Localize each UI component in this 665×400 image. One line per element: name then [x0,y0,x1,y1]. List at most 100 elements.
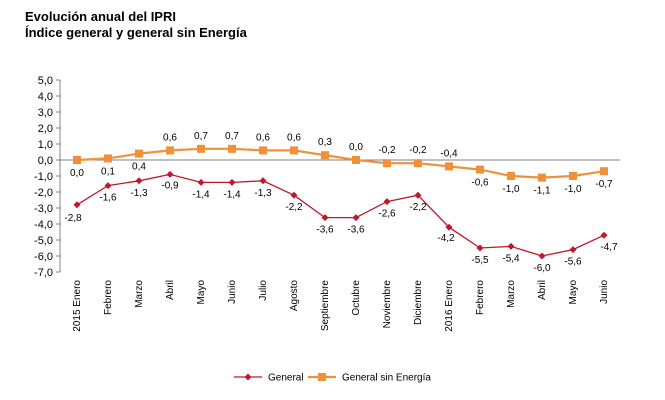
sin-data-label: -1,0 [564,184,582,195]
y-tick-label: -4,0 [34,219,53,231]
general-data-label: -3,6 [316,225,334,236]
general-point [197,178,205,186]
sin-data-label: 0,7 [194,131,208,142]
sin-series-line [76,147,605,179]
x-tick-label: Febrero [475,280,486,315]
general-data-label: -1,4 [192,189,210,200]
sin-point [445,162,453,171]
sin-point [259,146,267,155]
x-tick-label: Agosto [289,280,300,312]
sin-point [104,154,112,163]
general-point [507,242,515,250]
sin-point [569,172,577,180]
y-tick-label: 2,0 [38,123,53,135]
y-tick-label: -1,0 [34,171,53,183]
general-data-label: -4,2 [437,233,455,244]
y-tick-label: 3,0 [38,107,53,119]
sin-data-label: 0,7 [225,131,239,142]
sin-point [538,173,546,182]
general-point [414,191,422,199]
sin-point [135,149,143,158]
y-tick-label: 0,0 [38,155,53,167]
x-tick-label: Mayo [568,280,579,305]
sin-point [507,172,515,180]
general-data-label: -2,2 [285,202,303,213]
chart-subtitle: Índice general y general sin Energía [25,25,247,40]
sin-data-label: 0,6 [163,132,177,143]
general-series-line [76,173,605,257]
sin-point [352,156,360,164]
legend-sin-label: General sin Energía [342,373,431,384]
x-tick-label: Julio [258,280,269,301]
sin-data-label: -0,7 [595,179,613,190]
general-data-label: -5,4 [502,253,520,264]
x-tick-label: Marzo [134,280,145,308]
sin-point [228,144,236,153]
sin-point [197,144,205,153]
sin-data-label: 0,0 [70,168,84,179]
sin-data-label: 0,6 [287,132,301,143]
general-point [383,198,391,206]
general-point [538,252,546,260]
general-data-label: -6,0 [533,263,551,274]
general-data-label: -2,6 [378,209,396,220]
general-point [166,170,174,178]
general-point [476,244,484,252]
sin-point [290,146,298,155]
general-point [321,214,329,222]
legend-general-marker [244,373,252,381]
general-point [352,214,360,222]
x-tick-label: Abril [537,280,548,300]
general-data-label: -2,2 [409,202,427,213]
sin-data-label: 0,0 [349,142,363,153]
x-tick-label: Septiembre [320,280,331,332]
y-tick-label: -2,0 [34,187,53,199]
general-data-label: -2,8 [64,213,82,224]
general-point [600,231,608,239]
general-point [135,177,143,185]
general-point [259,177,267,185]
y-tick-label: 4,0 [38,91,53,103]
general-data-label: -1,6 [99,193,117,204]
y-tick-label: -3,0 [34,203,53,215]
x-tick-label: Junio [227,280,238,304]
x-tick-label: Mayo [196,280,207,305]
general-data-label: -4,7 [600,242,618,253]
sin-point [321,151,329,160]
y-tick-label: -6,0 [34,251,53,263]
sin-data-label: -0,4 [440,148,458,159]
x-tick-label: Octubre [351,280,362,316]
general-data-label: -5,5 [471,255,489,266]
y-tick-label: -7,0 [34,267,53,279]
x-tick-label: Abril [165,280,176,300]
sin-point [600,167,608,176]
general-data-label: -3,6 [347,225,365,236]
general-point [73,201,81,209]
sin-data-label: 0,1 [101,166,115,177]
y-tick-label: 5,0 [38,75,53,87]
sin-data-label: -1,1 [533,186,551,197]
sin-data-label: 0,3 [318,137,332,148]
legend-general-label: General [268,373,304,384]
x-tick-label: Marzo [506,280,517,308]
general-point [228,178,236,186]
x-tick-label: Junio [599,280,610,304]
general-point [569,246,577,254]
sin-data-label: -0,2 [378,145,396,156]
sin-point [383,159,391,168]
sin-point [476,165,484,174]
sin-data-label: -0,6 [471,178,489,189]
y-tick-label: 1,0 [38,139,53,151]
general-data-label: -0,9 [161,180,179,191]
general-point [104,182,112,190]
general-point [445,223,453,231]
chart-title: Evolución anual del IPRI [25,9,176,24]
sin-data-label: -1,0 [502,184,520,195]
x-tick-label: Diciembre [413,280,424,325]
x-tick-label: Noviembre [382,280,393,329]
sin-data-label: 0,4 [132,162,146,173]
x-tick-label: 2015 Enero [72,280,83,332]
sin-data-label: 0,6 [256,132,270,143]
sin-data-label: -0,2 [409,145,427,156]
